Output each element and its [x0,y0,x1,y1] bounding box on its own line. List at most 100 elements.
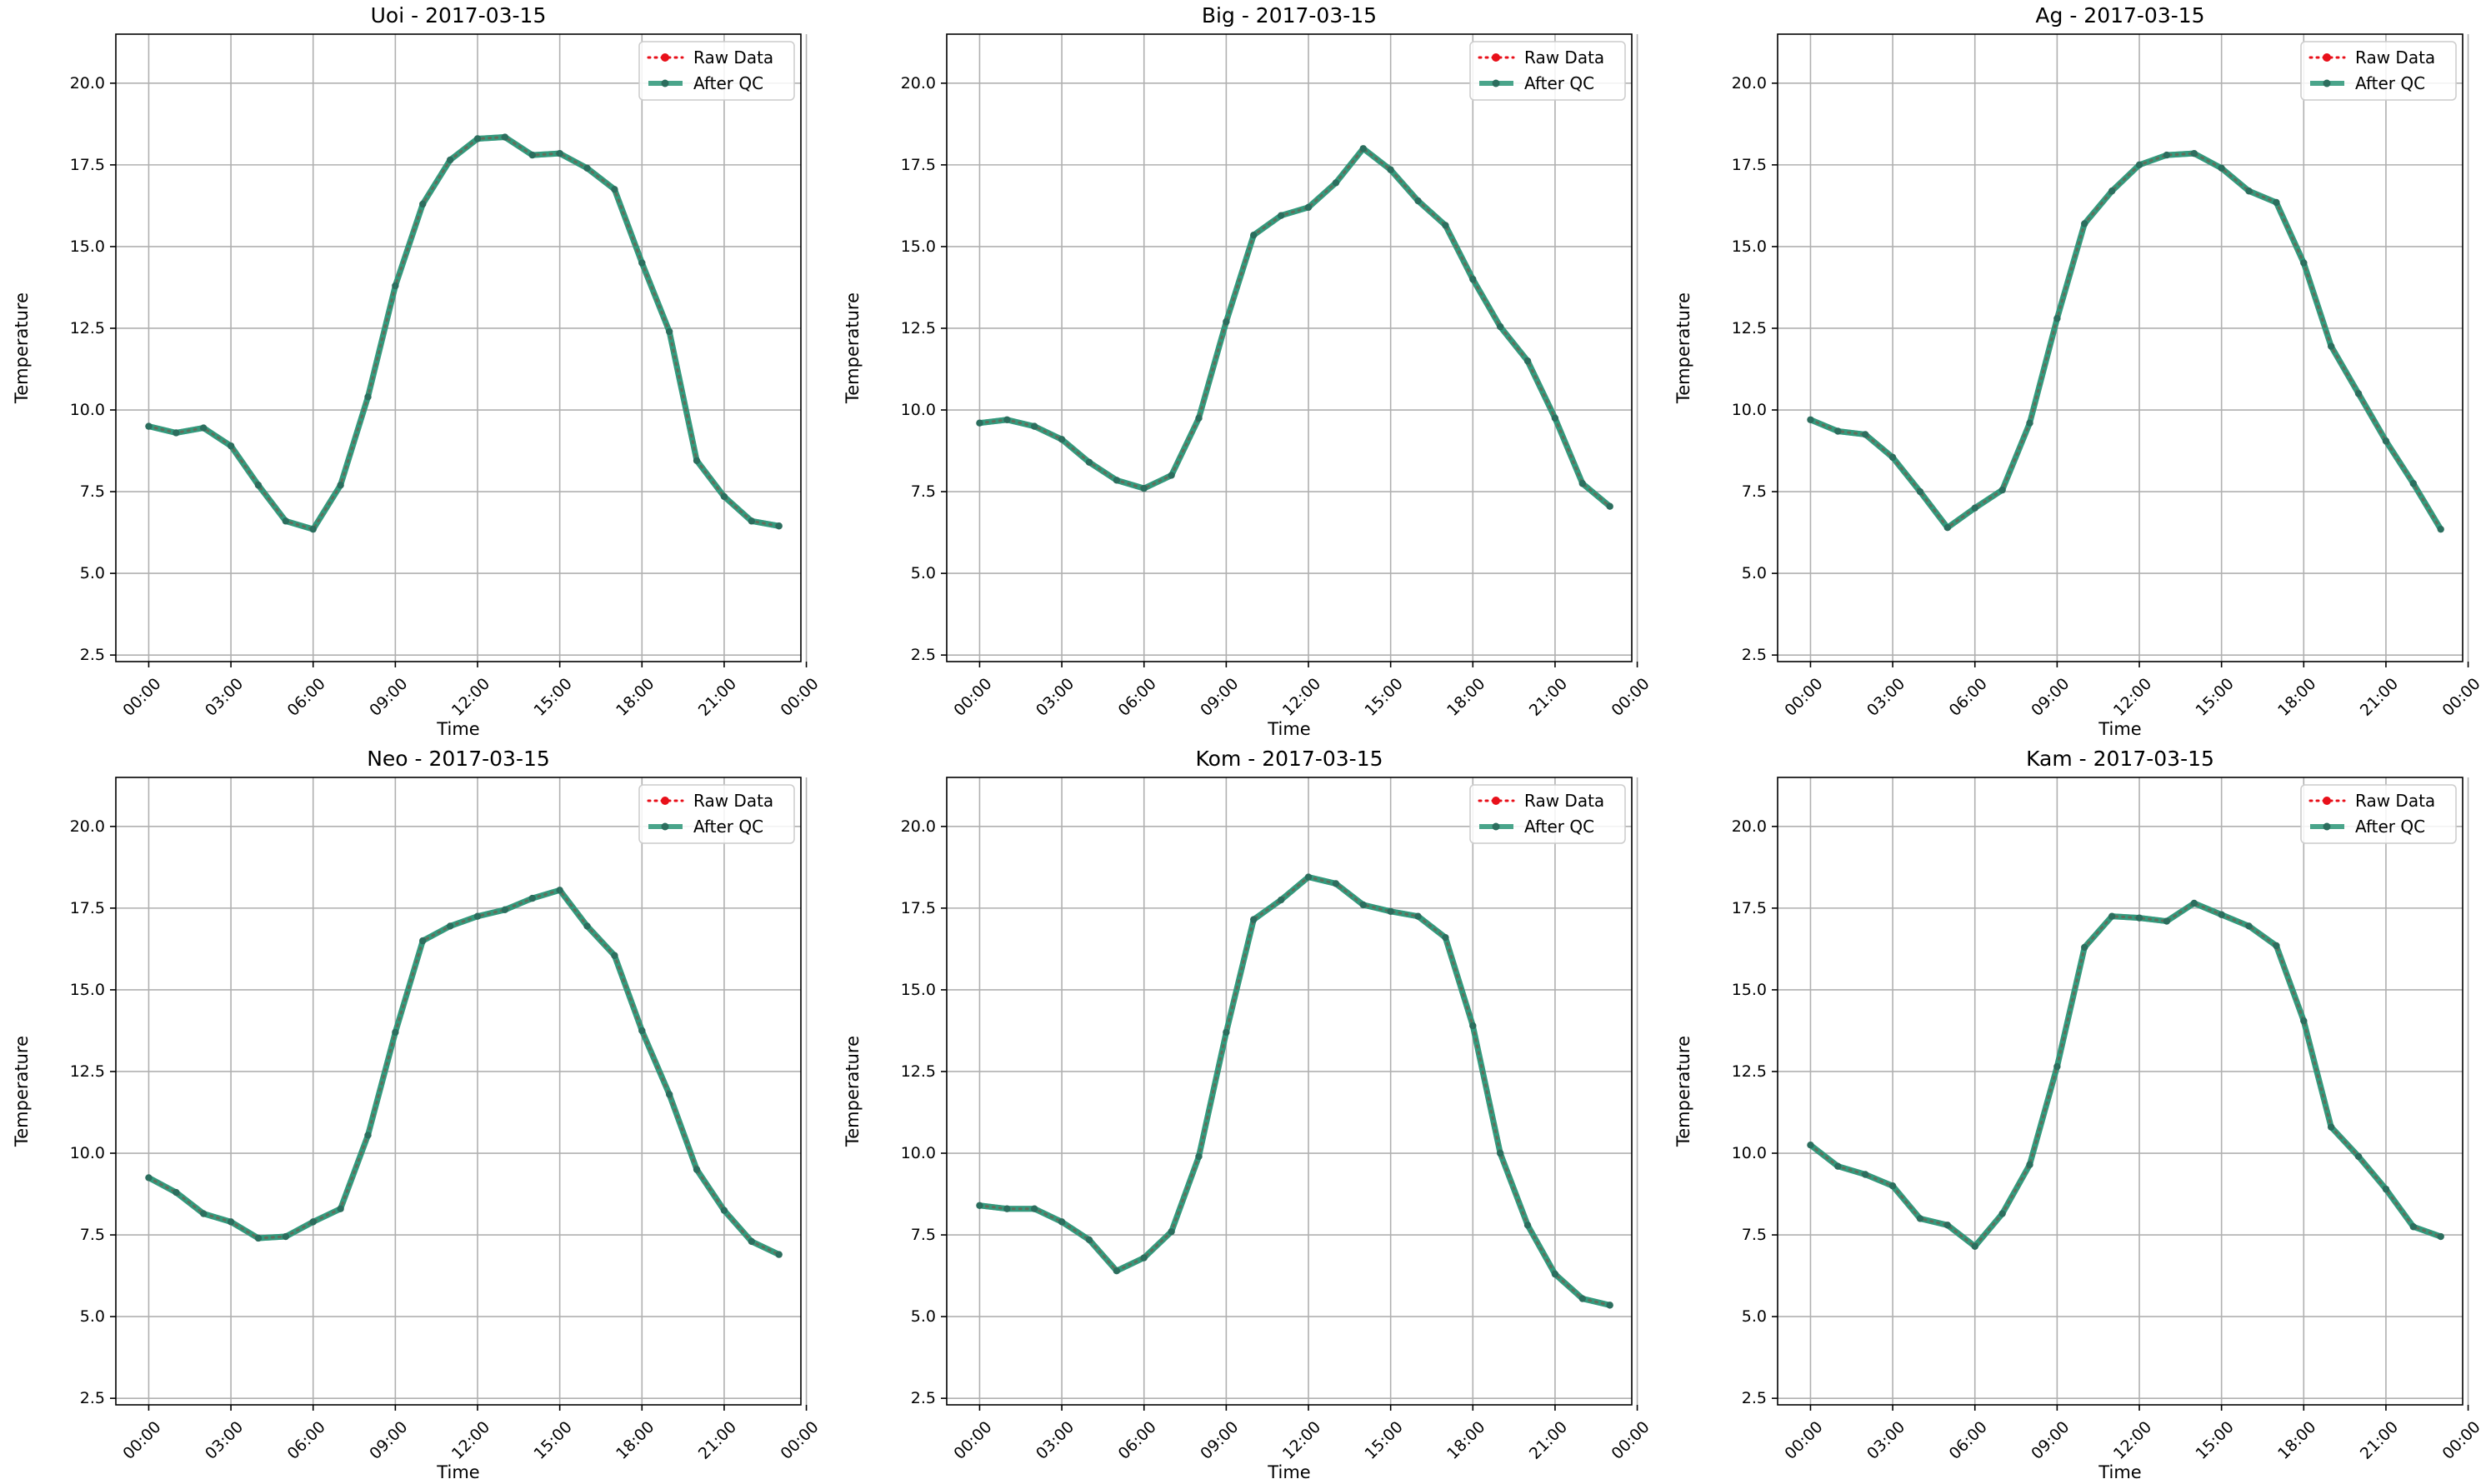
axes-frame [946,777,1633,1406]
data-point [2354,390,2363,397]
data-point [1578,1295,1587,1302]
data-point [446,156,454,164]
y-tick-label: 10.0 [70,1144,105,1162]
x-tick-label: 15:00 [531,1418,576,1463]
x-tick-label: 03:00 [1033,1418,1078,1463]
data-point [1834,427,1842,435]
y-tick-label: 7.5 [80,1226,105,1244]
legend: Raw Data After QC [2300,784,2457,844]
data-point [1195,414,1203,422]
legend-marker-raw [2323,53,2331,62]
x-tick-label: 03:00 [202,675,247,720]
data-point [1304,873,1313,881]
grid [116,34,808,662]
legend-label-raw: Raw Data [2355,791,2435,811]
grid [947,34,1638,662]
data-point [473,912,482,920]
data-point [1551,414,1559,422]
data-point [145,1174,153,1182]
x-tick-label: 00:00 [777,675,822,720]
y-tick-label: 5.0 [80,564,105,582]
data-point [775,522,783,530]
data-point [976,1202,983,1209]
data-point [528,151,536,159]
data-point [227,442,235,450]
subplot-title: Neo - 2017-03-15 [367,747,550,771]
legend-marker-raw [2323,797,2331,805]
y-tick-label: 10.0 [70,401,105,419]
axes-frame [1777,33,2463,662]
x-tick-label: 18:00 [613,675,658,720]
x-tick-label: 00:00 [119,1418,164,1463]
y-tick-label: 12.5 [70,319,105,337]
y-tick-label: 7.5 [80,482,105,501]
legend-label-raw: Raw Data [2355,47,2435,67]
x-tick-label: 15:00 [531,675,576,720]
series-line-after-qc [1808,900,2442,1250]
x-tick-label: 06:00 [1946,675,1991,720]
data-point [2327,342,2335,350]
data-point [2273,198,2280,207]
data-point [254,482,263,489]
y-tick-label: 2.5 [911,646,936,664]
data-point [254,1234,263,1242]
data-point [611,952,618,959]
data-point [2327,1123,2335,1131]
x-axis-label: Time [1267,719,1310,739]
y-tick-label: 10.0 [1732,401,1767,419]
data-point [2108,912,2116,920]
data-point [1250,231,1258,239]
data-point [1058,436,1066,443]
y-tick-label: 2.5 [911,1389,936,1407]
series-line-after-qc-overlay [1809,150,2443,531]
x-tick-label: 00:00 [2438,1418,2483,1463]
y-tick-label: 15.0 [1732,237,1767,256]
subplot-title: Ag - 2017-03-15 [2035,3,2204,27]
y-tick-label: 17.5 [70,899,105,917]
x-tick-label: 03:00 [1863,1418,1908,1463]
data-point [145,422,153,430]
axes-frame [115,33,802,662]
x-tick-label: 12:00 [448,1418,493,1463]
data-point [1998,486,2006,494]
x-tick-label: 21:00 [695,1418,740,1463]
data-point [1332,880,1340,887]
x-tick-label: 15:00 [2193,1418,2238,1463]
data-point [2190,899,2198,907]
data-point [1442,222,1449,229]
data-point [1085,1236,1093,1244]
legend-marker-qc [2323,79,2331,87]
data-point [473,135,482,142]
x-axis-label: Time [1267,1462,1310,1482]
data-point [1862,1171,1869,1178]
x-tick-label: 09:00 [2028,1418,2073,1463]
y-tick-label: 2.5 [1742,1389,1767,1407]
data-point [282,1232,290,1241]
x-tick-label: 12:00 [2110,1418,2155,1463]
data-point [1250,916,1258,923]
data-point [2135,161,2143,169]
data-point [638,259,646,267]
x-axis-label: Time [436,719,479,739]
x-tick-label: 15:00 [1362,675,1407,720]
data-point [748,1237,756,1246]
y-tick-label: 20.0 [1732,817,1767,836]
grid [1778,777,2469,1405]
subplot-1: 00:00 03:00 06:00 09:00 12:00 15:00 18:00 21:00… [12,3,823,739]
series-line-after-qc [147,887,781,1257]
data-point [173,1188,180,1197]
y-tick-label: 17.5 [1732,156,1767,174]
series-line-raw-data [978,875,1612,1307]
subplot-5: 00:00 03:00 06:00 09:00 12:00 15:00 18:00 21:00… [843,747,1653,1482]
data-point [1168,472,1175,479]
y-tick-label: 17.5 [901,156,936,174]
y-tick-label: 17.5 [1732,899,1767,917]
series-line-raw-data [147,136,781,531]
legend-marker-raw [661,53,669,62]
y-axis-label: Temperature [1673,1036,1693,1147]
data-point [2437,1232,2444,1241]
legend-label-qc: After QC [2355,73,2425,93]
data-point [1058,1218,1066,1226]
data-point [282,517,290,525]
